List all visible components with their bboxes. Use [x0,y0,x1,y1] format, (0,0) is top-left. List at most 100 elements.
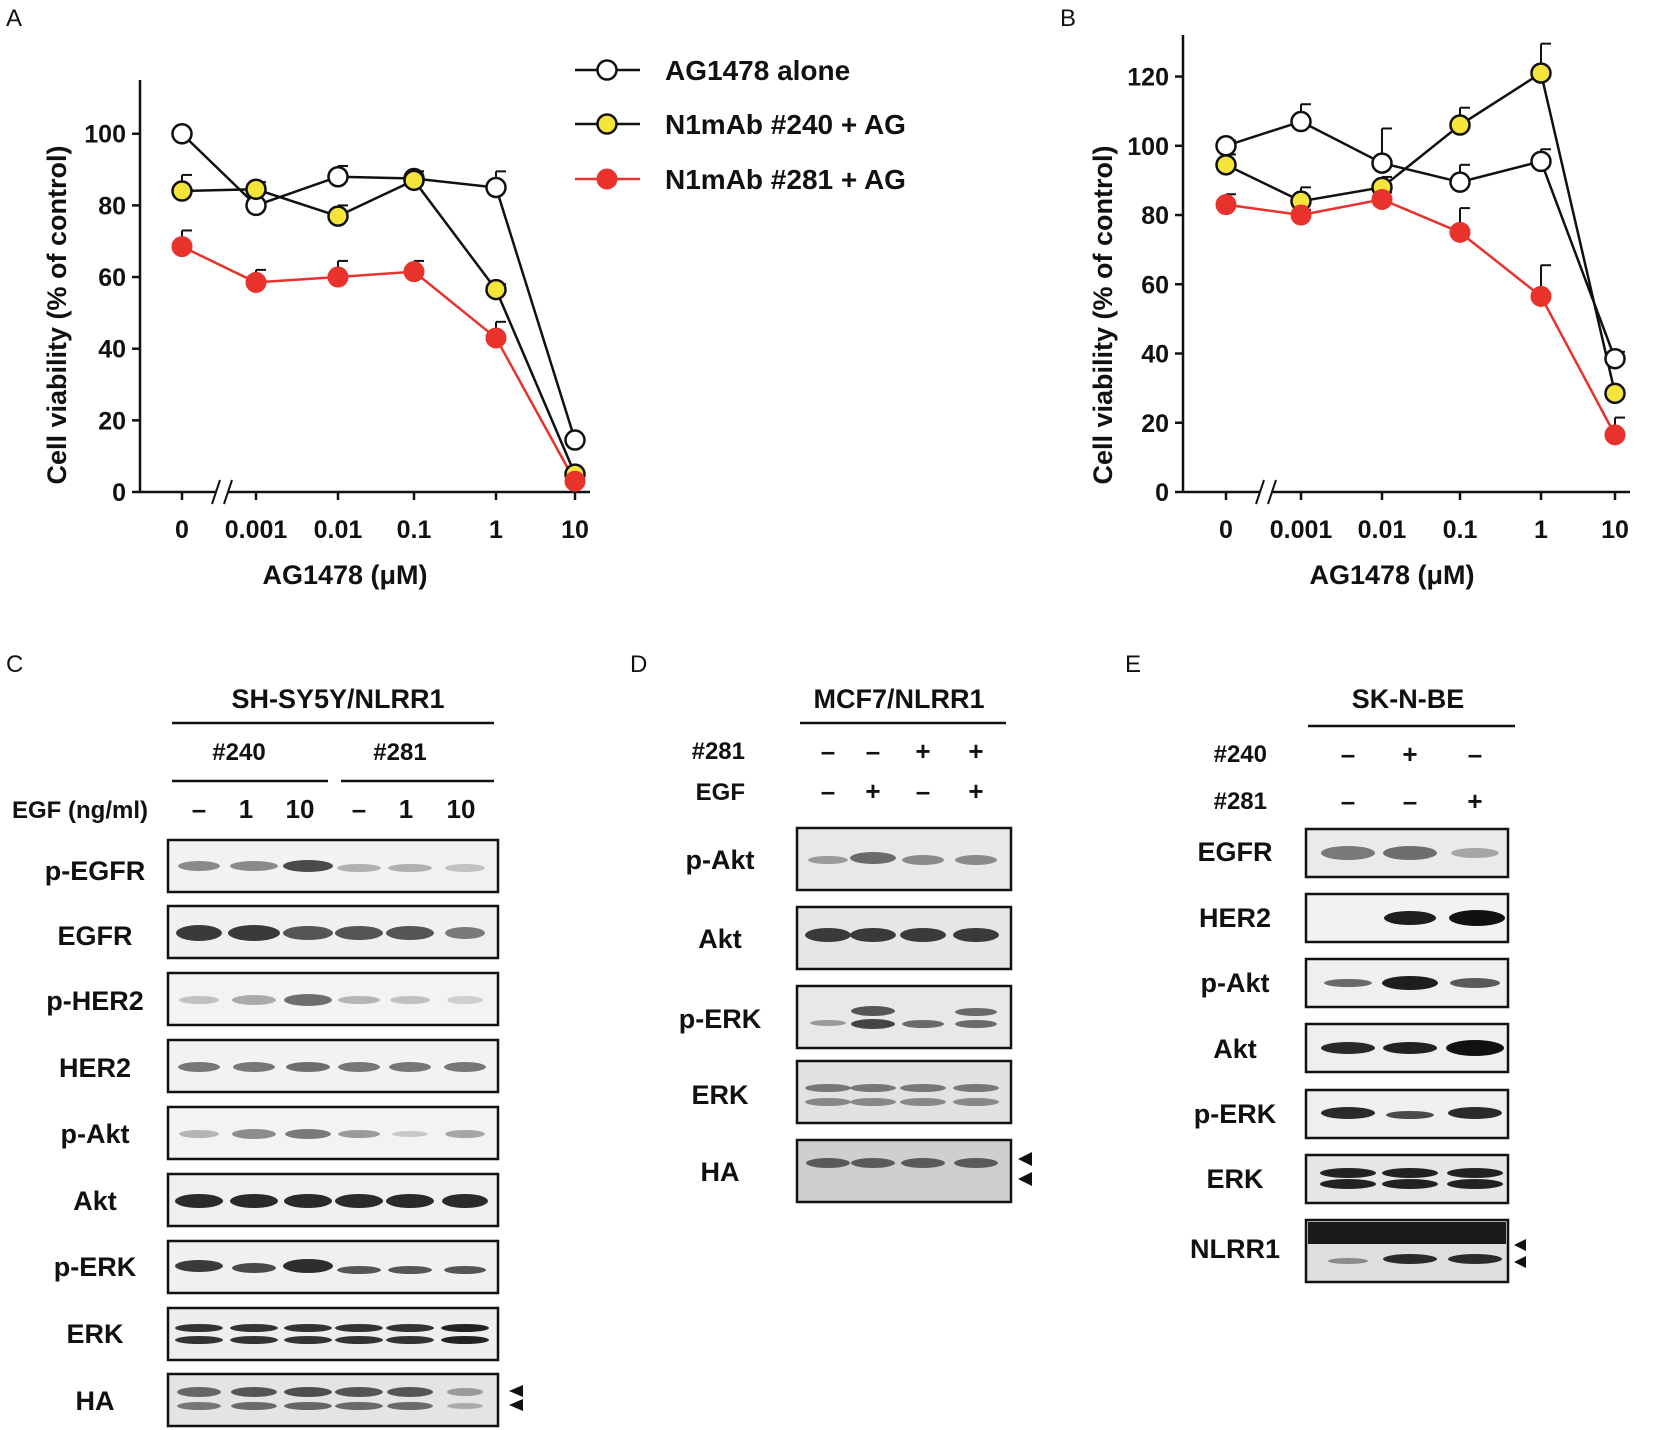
blot-d-row1-2: – [866,736,880,766]
blot-band [810,1020,846,1026]
blot-band [1447,1168,1503,1178]
chart-a-xtick-label: 0.1 [397,516,432,544]
chart-b-ylabel: Cell viability (% of control) [1088,145,1118,484]
chart-b-xtick-label: 0.1 [1443,516,1478,544]
blot-c-lane-5: 1 [399,794,413,824]
chart-b-ytick-label: 0 [1155,479,1169,507]
blot-band [444,1266,486,1274]
chart-a-xlabel: AG1478 (μM) [262,560,427,590]
blot-band [1382,976,1438,990]
blot-c-strip-perk [166,1239,500,1295]
chart-a-point-281 [327,266,349,288]
chart-b-xtick-label: 0 [1219,516,1233,544]
blot-e-row1-3: – [1468,739,1482,769]
blot-band [389,1062,431,1072]
blot-band [851,1019,895,1029]
blot-c-title: SH-SY5Y/NLRR1 [231,684,444,714]
blot-band [902,855,944,865]
blot-e-strip-perk [1304,1088,1510,1140]
blot-c-label-her2: HER2 [59,1053,131,1083]
chart-b-point-alone [1604,347,1626,370]
blot-band [386,1324,434,1332]
chart-a-series-line-281 [181,245,577,482]
blot-d-title: MCF7/NLRR1 [813,684,984,714]
blot-band [392,1131,428,1137]
blot-band [178,1062,220,1072]
blot-band [338,996,380,1004]
blot-d-row1-1: – [821,736,835,766]
chart-a-series-line-alone [181,132,577,441]
blot-e-title: SK-N-BE [1352,684,1465,714]
blot-d-label-pakt: p-Akt [686,845,755,875]
blot-e-label-her2: HER2 [1199,903,1271,933]
blot-e-strip-pakt [1304,957,1510,1009]
legend-item-240: N1mAb #240 + AG [575,109,906,140]
axis-break-icon [1255,479,1265,505]
blot-band [1320,1179,1376,1189]
blot-band [387,1387,433,1397]
chart-a-point-alone [564,429,586,451]
blot-band [388,864,432,872]
blot-band [441,1336,489,1344]
blot-band [228,925,280,941]
blot-band [387,1402,433,1410]
chart-a-point-281 [403,261,425,283]
legend-marker-240 [596,113,618,135]
legend-marker-281 [596,168,618,190]
blot-c-lane-3: 10 [286,794,315,824]
blot-d-label-ha: HA [701,1157,740,1187]
blot-e-label-pakt: p-Akt [1201,968,1270,998]
chart-b-point-alone [1290,110,1312,133]
blot-d-strip-perk [795,984,1013,1050]
blot-band [386,926,434,940]
blot-band [953,1084,999,1092]
blot-band [1448,1107,1502,1119]
chart-b-series-line-alone [1225,120,1617,360]
blot-d-row2-2: + [865,776,880,806]
blot-band [953,928,999,942]
chart-a-point-alone [171,122,193,145]
blot-e-label-akt: Akt [1213,1034,1257,1064]
blot-c-strip-her2 [166,1038,500,1094]
blot-c-label-akt: Akt [73,1186,117,1216]
chart-b-xtick-label: 1 [1534,516,1548,544]
blot-c-egf-label: EGF (ng/ml) [12,797,148,824]
legend-label-alone: AG1478 alone [665,55,850,86]
blot-d-row2-3: – [916,776,930,806]
blot-band [447,1403,483,1409]
blot-band [1386,1111,1434,1119]
chart-b-xlabel: AG1478 (μM) [1309,560,1474,590]
blot-band [232,1129,276,1139]
blot-band [447,1388,483,1396]
blot-d-row2-label: EGF [696,779,745,806]
blot-band [177,1402,221,1410]
chart-b-ytick-label: 120 [1127,64,1169,92]
blot-band [283,860,333,872]
blot-d-row1-4: + [968,736,983,766]
blot-band [954,1158,998,1168]
blot-band [1383,846,1437,860]
blot-band [335,1402,383,1410]
blot-band [850,852,896,864]
chart-b-ytick-label: 100 [1127,133,1169,161]
blot-band [232,995,276,1005]
blot-band [851,1006,895,1016]
chart-b-ytick-label: 80 [1141,202,1169,230]
chart-a-point-281 [171,236,193,258]
blot-d-strip-perk-frame [795,984,1013,1050]
blot-band [955,1008,997,1016]
blot-band [953,1098,999,1106]
panel-letter-a: A [6,5,22,32]
blot-band [388,1266,432,1274]
blot-band [850,1084,896,1092]
blot-c-group-281: #281 [373,739,426,766]
blot-band [900,928,946,942]
blot-band [1324,979,1372,987]
blot-band [902,1020,944,1028]
chart-a-point-240 [245,178,267,201]
blot-d-strip-erk-frame [795,1059,1013,1125]
blot-c: SH-SY5Y/NLRR1 #240 #281 EGF (ng/ml) – 1 … [12,684,523,1428]
arrowhead-icon [1018,1152,1032,1166]
legend-item-281: N1mAb #281 + AG [575,164,906,195]
axis-break-icon [223,479,233,505]
